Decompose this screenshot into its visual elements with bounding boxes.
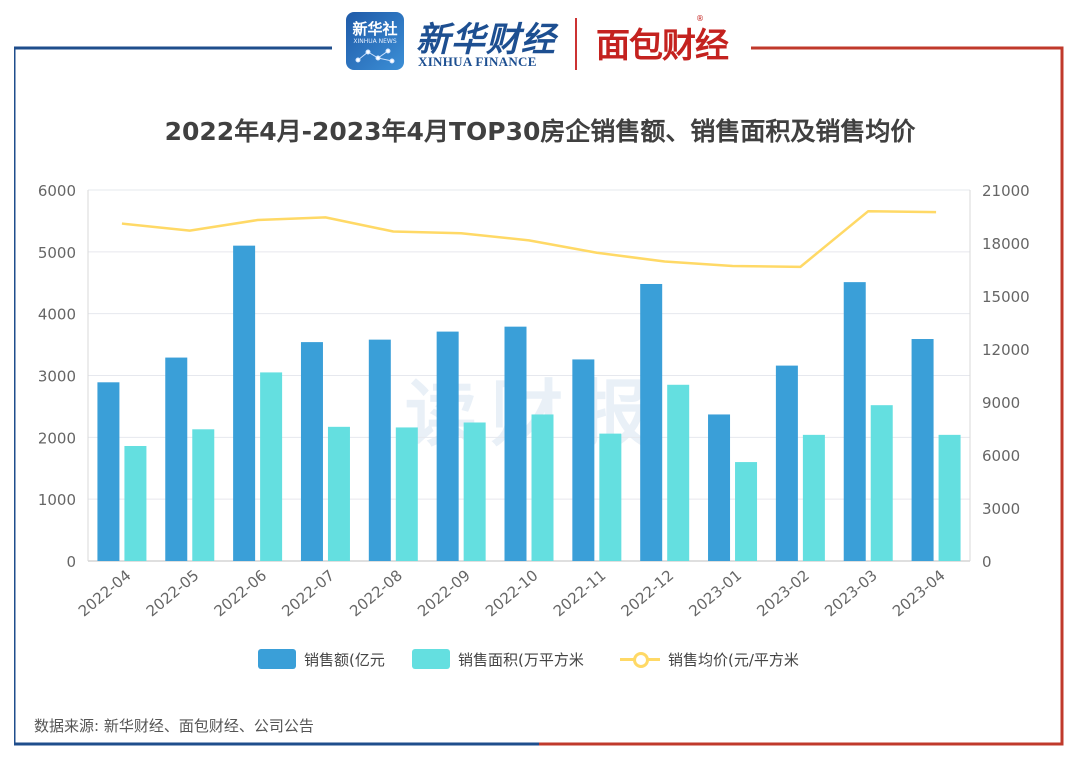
x-tick-label: 2022-12 <box>618 566 678 620</box>
bar-area <box>599 433 622 561</box>
x-tick-label: 2022-04 <box>75 566 135 620</box>
bar-area <box>192 429 215 561</box>
bar-area <box>531 414 554 561</box>
registered-mark: ® <box>696 14 704 23</box>
bar-sales <box>436 331 459 561</box>
bar-area <box>395 427 418 561</box>
bar-area <box>802 434 825 561</box>
legend-label-price: 销售均价(元/平方米 <box>668 650 799 669</box>
bar-area <box>463 422 486 561</box>
legend-swatch-area <box>412 649 450 669</box>
right-tick-label: 21000 <box>982 182 1030 200</box>
bar-area <box>938 434 961 561</box>
right-tick-label: 18000 <box>982 235 1030 253</box>
legend-swatch-sales <box>258 649 296 669</box>
x-tick-label: 2023-03 <box>821 566 881 620</box>
bar-sales <box>911 339 934 561</box>
right-tick-label: 0 <box>982 553 992 571</box>
chart-frame <box>14 46 1064 746</box>
bar-sales <box>572 359 595 561</box>
bar-area <box>260 372 283 561</box>
left-tick-label: 6000 <box>38 182 76 200</box>
bar-area <box>870 405 893 561</box>
bar-sales <box>843 282 866 561</box>
bar-sales <box>775 365 798 561</box>
right-tick-label: 9000 <box>982 394 1020 412</box>
bar-sales <box>504 326 527 561</box>
left-tick-label: 0 <box>66 553 76 571</box>
x-tick-label: 2023-02 <box>753 566 813 620</box>
chart-title: 2022年4月-2023年4月TOP30房企销售额、销售面积及销售均价 <box>164 117 916 146</box>
logo-divider <box>575 18 577 70</box>
logo-bar: 新华社 XINHUA NEWS 新华财经 XINHUA FINANCE 面包财经… <box>0 0 1080 80</box>
bar-sales <box>97 382 120 561</box>
x-tick-label: 2022-07 <box>278 566 338 620</box>
right-tick-label: 3000 <box>982 500 1020 518</box>
legend-swatch-price <box>620 649 660 669</box>
bar-area <box>327 426 350 561</box>
network-icon <box>355 48 395 64</box>
legend-item-price[interactable]: 销售均价(元/平方米 <box>620 648 799 670</box>
data-source-note: 数据来源: 新华财经、面包财经、公司公告 <box>34 717 314 735</box>
xinhua-badge-subtext: XINHUA NEWS <box>353 38 397 45</box>
x-tick-label: 2022-09 <box>414 566 474 620</box>
left-tick-label: 1000 <box>38 491 76 509</box>
right-tick-label: 6000 <box>982 447 1020 465</box>
x-axis-ticks: 2022-04 2022-05 2022-06 2022-07 2022-08 2022-… <box>75 566 949 620</box>
legend-label-sales: 销售额(亿元 <box>304 650 385 669</box>
mianbao-finance-logo: 面包财经 <box>596 26 729 66</box>
x-tick-label: 2022-10 <box>482 566 542 620</box>
x-tick-label: 2022-11 <box>550 566 610 620</box>
bar-sales <box>165 357 188 561</box>
x-tick-label: 2022-06 <box>211 566 271 620</box>
right-tick-label: 12000 <box>982 341 1030 359</box>
x-tick-label: 2022-05 <box>143 566 203 620</box>
bar-sales <box>300 342 323 561</box>
bar-sales <box>708 414 731 561</box>
x-tick-label: 2023-04 <box>889 566 949 620</box>
xinhua-finance-logo-en: XINHUA FINANCE <box>418 54 537 69</box>
xinhua-news-badge: 新华社 XINHUA NEWS <box>346 12 404 70</box>
bar-area <box>124 445 147 561</box>
bars <box>97 245 961 561</box>
left-tick-label: 5000 <box>38 244 76 262</box>
left-tick-label: 2000 <box>38 429 76 447</box>
legend-item-area[interactable]: 销售面积(万平方米 <box>412 648 584 670</box>
bar-sales <box>233 245 256 561</box>
x-tick-label: 2023-01 <box>686 566 746 620</box>
bar-area <box>667 384 690 561</box>
xinhua-badge-text: 新华社 <box>352 20 398 38</box>
x-tick-label: 2022-08 <box>346 566 406 620</box>
price-line <box>121 209 937 269</box>
legend-item-sales[interactable]: 销售额(亿元 <box>258 648 385 670</box>
legend-label-area: 销售面积(万平方米 <box>458 650 584 669</box>
left-tick-label: 4000 <box>38 306 76 324</box>
right-tick-label: 15000 <box>982 288 1030 306</box>
bar-sales <box>368 339 391 561</box>
bar-sales <box>640 283 663 561</box>
left-tick-label: 3000 <box>38 368 76 386</box>
right-axis-ticks: 0 3000 6000 9000 12000 15000 18000 21000 <box>982 182 1030 571</box>
xinhua-finance-logo-cn: 新华财经 <box>416 20 556 60</box>
grid-lines <box>87 189 971 562</box>
chart-plot: 0 1000 2000 3000 4000 5000 6000 0 3000 6000 9000 1… <box>38 182 1030 620</box>
left-axis-ticks: 0 1000 2000 3000 4000 5000 6000 <box>38 182 76 571</box>
bar-area <box>735 462 758 561</box>
